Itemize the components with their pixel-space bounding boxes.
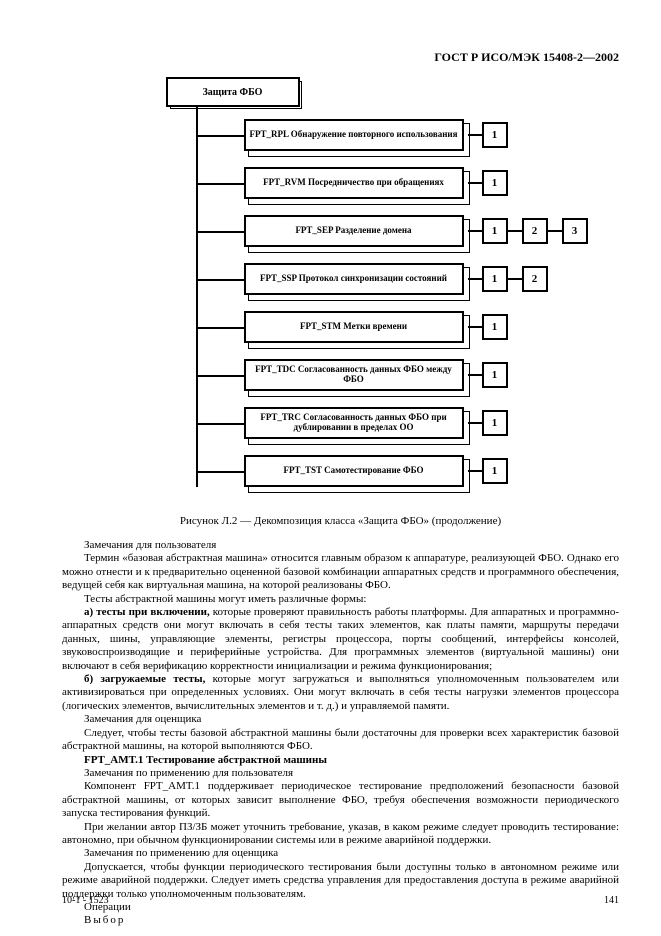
- paragraph: Тесты абстрактной машины могут иметь раз…: [62, 593, 619, 606]
- diagram-root: Защита ФБО: [166, 77, 300, 107]
- paragraph: а) тесты при включении, которые проверяю…: [62, 606, 619, 673]
- level-box: 1: [482, 458, 508, 484]
- diagram-node: FPT_SSP Протокол синхронизации состояний: [244, 263, 464, 295]
- level-box: 1: [482, 170, 508, 196]
- diagram-row: FPT_TRC Согласованность данных ФБО при д…: [126, 407, 556, 441]
- level-box: 3: [562, 218, 588, 244]
- diagram-row: FPT_TST Самотестирование ФБО 1: [126, 455, 556, 489]
- paragraph: б) загружаемые тесты, которые могут загр…: [62, 673, 619, 713]
- level-box: 1: [482, 122, 508, 148]
- class-decomposition-diagram: Защита ФБО FPT_RPL Обнаружение повторног…: [126, 77, 556, 507]
- paragraph: Компонент FPT_AMT.1 поддерживает периоди…: [62, 780, 619, 820]
- level-box: 1: [482, 218, 508, 244]
- paragraph: Термин «базовая абстрактная машина» отно…: [62, 552, 619, 592]
- paragraph: FPT_AMT.1 Тестирование абстрактной машин…: [62, 754, 619, 767]
- paragraph: Следует, чтобы тесты базовой абстрактной…: [62, 727, 619, 754]
- diagram-node: FPT_TDC Согласованность данных ФБО между…: [244, 359, 464, 391]
- paragraph: Выбор: [62, 914, 619, 927]
- diagram-node: FPT_RVM Посредничество при обращениях: [244, 167, 464, 199]
- diagram-row: FPT_SEP Разделение домена123: [126, 215, 556, 249]
- level-box: 1: [482, 314, 508, 340]
- diagram-row: FPT_RVM Посредничество при обращениях 1: [126, 167, 556, 201]
- body-text: Замечания для пользователяТермин «базова…: [62, 539, 619, 928]
- diagram-node: FPT_STM Метки времени: [244, 311, 464, 343]
- page-number: 141: [604, 895, 619, 906]
- diagram-node: FPT_TRC Согласованность данных ФБО при д…: [244, 407, 464, 439]
- paragraph: Замечания по применению для пользователя: [62, 767, 619, 780]
- diagram-row: FPT_RPL Обнаружение повторного использов…: [126, 119, 556, 153]
- paragraph: При желании автор ПЗ/ЗБ может уточнить т…: [62, 821, 619, 848]
- paragraph: Замечания по применению для оценщика: [62, 847, 619, 860]
- footer-left: 10-1 - 1523: [62, 895, 109, 906]
- level-box: 2: [522, 266, 548, 292]
- level-box: 1: [482, 362, 508, 388]
- level-box: 1: [482, 266, 508, 292]
- paragraph: Замечания для оценщика: [62, 713, 619, 726]
- level-box: 1: [482, 410, 508, 436]
- diagram-row: FPT_TDC Согласованность данных ФБО между…: [126, 359, 556, 393]
- diagram-row: FPT_STM Метки времени 1: [126, 311, 556, 345]
- figure-caption: Рисунок Л.2 — Декомпозиция класса «Защит…: [62, 515, 619, 527]
- level-box: 2: [522, 218, 548, 244]
- diagram-node: FPT_SEP Разделение домена: [244, 215, 464, 247]
- diagram-node: FPT_RPL Обнаружение повторного использов…: [244, 119, 464, 151]
- diagram-row: FPT_SSP Протокол синхронизации состояний…: [126, 263, 556, 297]
- diagram-node: FPT_TST Самотестирование ФБО: [244, 455, 464, 487]
- paragraph: Замечания для пользователя: [62, 539, 619, 552]
- doc-header: ГОСТ Р ИСО/МЭК 15408-2—2002: [62, 50, 619, 65]
